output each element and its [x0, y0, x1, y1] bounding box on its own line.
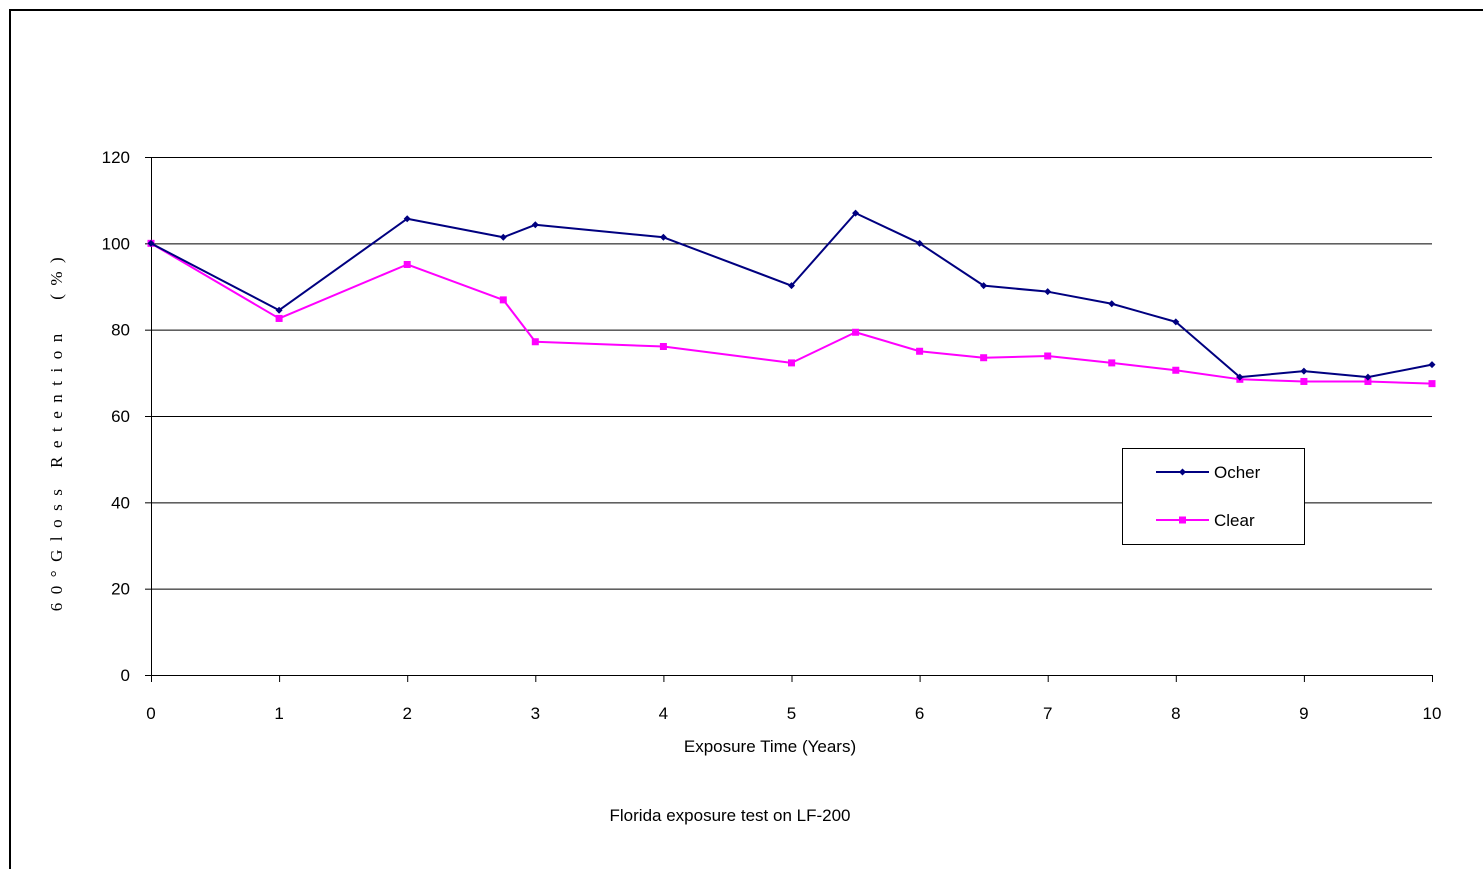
data-point	[1428, 380, 1436, 388]
series-group	[147, 209, 1436, 388]
data-point	[659, 343, 667, 351]
data-point	[1108, 300, 1116, 308]
data-point	[1172, 366, 1180, 374]
x-tick-label: 0	[146, 704, 155, 723]
legend-label: Ocher	[1214, 463, 1261, 482]
y-axis-label: 60°Gloss Retention (%)	[47, 249, 66, 611]
data-point	[788, 282, 795, 290]
y-tick-labels: 0 20 40 60 80 100 120	[102, 148, 130, 685]
data-point	[1044, 288, 1052, 296]
data-point	[1179, 516, 1186, 524]
data-point	[275, 314, 283, 322]
x-tick-label: 7	[1043, 704, 1052, 723]
data-point	[1172, 318, 1180, 326]
data-point	[531, 221, 539, 229]
legend-item-ocher: Ocher	[1156, 463, 1261, 482]
y-tick-label: 80	[111, 321, 130, 340]
x-tick-label: 10	[1423, 704, 1442, 723]
data-point	[916, 239, 924, 247]
data-point	[403, 215, 411, 223]
series-line	[150, 212, 1433, 379]
x-tick-label: 5	[787, 704, 796, 723]
legend-item-clear: Clear	[1156, 511, 1255, 530]
data-point	[1300, 377, 1308, 385]
data-point	[275, 306, 283, 314]
x-tick-label: 8	[1171, 704, 1180, 723]
x-tick-label: 6	[915, 704, 924, 723]
x-axis-label: Exposure Time (Years)	[684, 737, 856, 756]
data-point	[852, 209, 860, 217]
data-point	[1236, 373, 1244, 381]
data-point	[1179, 468, 1186, 476]
data-point	[147, 239, 155, 247]
data-point	[499, 233, 507, 241]
data-point	[980, 282, 988, 290]
data-point	[1044, 352, 1052, 360]
y-tick-label: 40	[111, 493, 130, 512]
data-point	[499, 296, 507, 304]
x-tick-labels: 0 1 2 3 4 5 6 7 8 9 10	[146, 704, 1441, 723]
axes	[145, 157, 1433, 682]
x-tick-label: 9	[1299, 704, 1308, 723]
data-point	[659, 233, 667, 241]
x-tick-label: 1	[274, 704, 283, 723]
x-tick-label: 4	[659, 704, 668, 723]
x-tick-label: 2	[402, 704, 411, 723]
series-clear	[147, 239, 1436, 388]
y-tick-label: 20	[111, 580, 130, 599]
legend-label: Clear	[1214, 511, 1255, 530]
data-point	[852, 328, 860, 336]
legend: Ocher Clear	[1122, 448, 1305, 545]
data-point	[980, 354, 988, 362]
data-point	[403, 260, 411, 268]
x-tick-label: 3	[531, 704, 540, 723]
data-point	[1364, 373, 1372, 381]
data-point	[531, 338, 539, 346]
data-point	[1300, 367, 1308, 375]
y-tick-label: 120	[102, 148, 130, 167]
data-point	[1428, 361, 1436, 369]
data-point	[788, 359, 795, 367]
data-point	[1108, 359, 1116, 367]
legend-box	[1122, 448, 1305, 545]
chart-frame	[9, 9, 1483, 869]
data-point	[916, 347, 924, 355]
chart-caption: Florida exposure test on LF-200	[610, 806, 851, 825]
series-ocher	[147, 209, 1436, 381]
y-tick-label: 0	[121, 666, 130, 685]
y-tick-label: 100	[102, 234, 130, 253]
y-tick-label: 60	[111, 407, 130, 426]
data-point	[1364, 377, 1372, 385]
